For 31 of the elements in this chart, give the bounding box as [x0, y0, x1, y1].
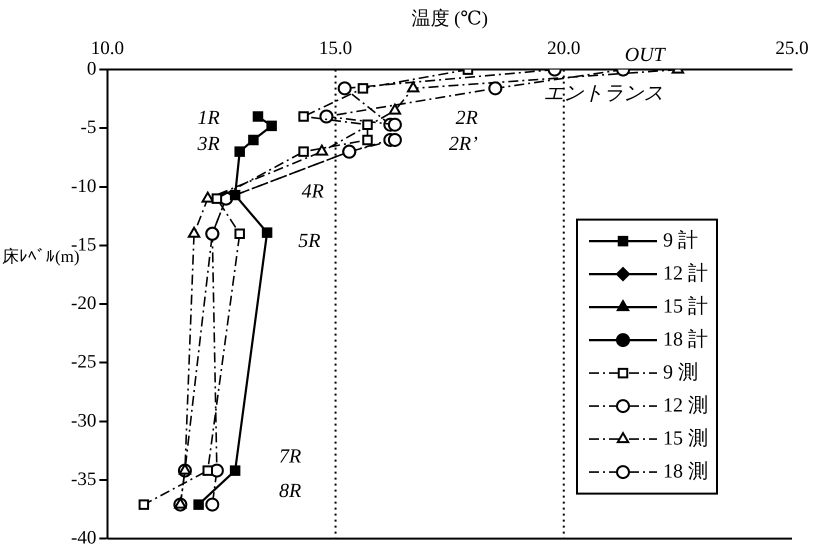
x-tick-label: 15.0	[318, 38, 352, 60]
annotation: 8R	[279, 480, 302, 502]
x-tick-label: 25.0	[775, 38, 809, 60]
legend-label: 9 計	[663, 229, 698, 252]
y-tick-label: -10	[71, 176, 96, 197]
annotation: 1R	[198, 107, 220, 130]
legend-label: 9 測	[663, 361, 698, 384]
legend-label: 12 測	[663, 394, 708, 416]
y-tick-label: -25	[71, 352, 96, 373]
y-tick-label: -40	[71, 528, 96, 549]
y-tick-label: -30	[71, 410, 96, 432]
annotation: 2R	[456, 107, 478, 130]
x-tick-label: 20.0	[547, 38, 580, 60]
legend-label: 15 計	[663, 295, 708, 318]
annotation: 5R	[298, 230, 320, 252]
y-tick-label: -20	[71, 293, 96, 314]
x-tick-label: 10.0	[90, 38, 124, 60]
y-tick-label: -5	[80, 117, 96, 138]
annotation: 2R’	[448, 132, 478, 155]
x-axis-title: 温度 (℃)	[411, 7, 488, 30]
annotation: エントランス	[544, 82, 664, 105]
annotation: 4R	[302, 180, 324, 203]
legend-label: 15 測	[663, 427, 708, 450]
legend-label: 18 計	[663, 328, 708, 350]
legend-label: 18 測	[663, 460, 708, 482]
annotation: 7R	[279, 446, 302, 468]
annotation: 3R	[196, 132, 220, 155]
y-tick-label: -35	[71, 468, 96, 490]
y-tick-label: 0	[86, 58, 96, 80]
legend-label: 12 計	[663, 262, 708, 284]
text: OUT	[624, 44, 667, 66]
